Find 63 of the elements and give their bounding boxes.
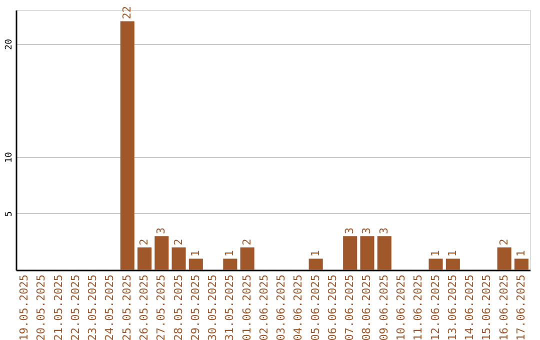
bar <box>154 236 169 270</box>
data-label: 1 <box>446 250 459 257</box>
data-label: 2 <box>240 238 254 246</box>
data-label: 2 <box>138 238 150 246</box>
x-tick-label: 26.05.2025 <box>138 274 150 340</box>
x-tick-label: 12.06.2025 <box>428 274 442 340</box>
y-tick-label: 10 <box>4 152 14 163</box>
y-tick-label: 20 <box>4 38 14 50</box>
bar <box>377 236 392 270</box>
bar <box>188 258 203 270</box>
x-tick-label: 22.05.2025 <box>68 274 82 340</box>
data-label: 2 <box>172 238 185 246</box>
x-tick-label: 19.05.2025 <box>18 274 31 340</box>
x-tick-label: 05.06.2025 <box>308 274 322 340</box>
data-label: 22 <box>120 6 134 20</box>
bar <box>343 236 358 270</box>
data-label: 1 <box>428 250 442 257</box>
x-tick-label: 28.05.2025 <box>172 274 185 340</box>
bar <box>360 236 374 270</box>
data-label: 1 <box>514 250 528 257</box>
x-tick-label: 30.05.2025 <box>206 274 220 340</box>
bar <box>137 247 152 270</box>
x-tick-label: 09.06.2025 <box>377 274 390 340</box>
data-label: 3 <box>343 227 356 234</box>
x-tick-label: 23.05.2025 <box>86 274 100 340</box>
data-label: 1 <box>308 250 322 257</box>
bar <box>308 258 323 270</box>
bar <box>428 258 443 270</box>
x-tick-label: 04.06.2025 <box>292 274 305 340</box>
bar <box>514 258 528 270</box>
y-tick-label: 5 <box>4 211 14 217</box>
data-label: 1 <box>223 250 236 257</box>
x-tick-label: 14.06.2025 <box>463 274 476 340</box>
x-tick-label: 21.05.2025 <box>52 274 65 340</box>
bar <box>240 247 254 270</box>
bar <box>446 258 460 270</box>
x-tick-label: 08.06.2025 <box>360 274 374 340</box>
x-tick-label: 29.05.2025 <box>188 274 202 340</box>
x-tick-label: 13.06.2025 <box>446 274 459 340</box>
data-label: 3 <box>377 227 390 234</box>
x-tick-label: 16.06.2025 <box>497 274 510 340</box>
x-tick-label: 20.05.2025 <box>34 274 48 340</box>
x-tick-label: 03.06.2025 <box>274 274 288 340</box>
x-tick-label: 17.06.2025 <box>514 274 528 340</box>
bar <box>223 258 238 270</box>
x-tick-label: 31.05.2025 <box>223 274 236 340</box>
data-label: 3 <box>154 227 168 234</box>
data-label: 3 <box>360 227 374 234</box>
x-tick-label: 07.06.2025 <box>343 274 356 340</box>
data-label: 1 <box>188 250 202 257</box>
bar <box>497 247 512 270</box>
bar <box>172 247 186 270</box>
x-tick-label: 27.05.2025 <box>154 274 168 340</box>
x-tick-label: 10.06.2025 <box>394 274 408 340</box>
x-tick-label: 11.06.2025 <box>412 274 425 340</box>
x-tick-label: 24.05.2025 <box>103 274 116 340</box>
data-label: 2 <box>497 238 510 246</box>
x-tick-label: 02.06.2025 <box>257 274 270 340</box>
x-tick-label: 15.06.2025 <box>480 274 494 340</box>
x-tick-label: 06.06.2025 <box>326 274 339 340</box>
bar <box>120 21 134 270</box>
x-tick-label: 01.06.2025 <box>240 274 254 340</box>
x-tick-label: 25.05.2025 <box>120 274 134 340</box>
